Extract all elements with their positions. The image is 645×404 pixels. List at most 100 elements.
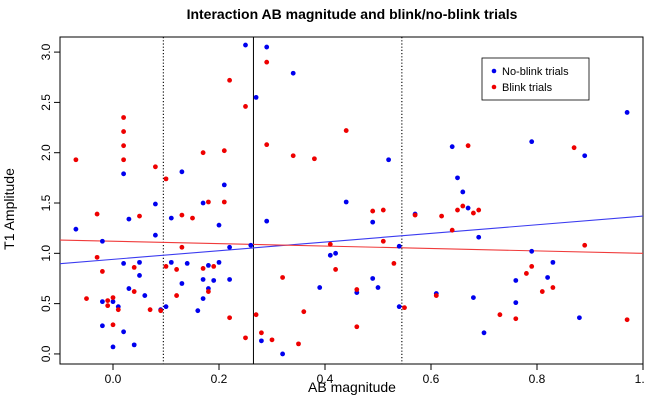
no-blink-point — [184, 260, 190, 266]
no-blink-point — [211, 278, 217, 283]
legend: No-blink trials Blink trials — [481, 57, 590, 101]
blink-point — [174, 293, 180, 298]
reference-lines — [162, 37, 403, 364]
no-blink-point — [110, 344, 116, 350]
blink-point — [147, 307, 153, 313]
blink-point — [153, 164, 158, 170]
no-blink-point — [386, 157, 391, 163]
no-blink-point — [200, 200, 206, 206]
no-blink-point — [370, 219, 376, 225]
blink-point — [253, 312, 259, 318]
no-blink-point — [343, 199, 349, 205]
blink-point — [105, 303, 111, 309]
no-blink-point — [100, 323, 105, 329]
blink-point — [333, 267, 338, 272]
no-blink-point — [168, 215, 174, 221]
legend-label-no-blink: No-blink trials — [502, 66, 569, 78]
y-tick-label: 1.0 — [39, 245, 53, 262]
blink-point — [259, 330, 264, 336]
no-blink-point — [550, 259, 556, 265]
no-blink-point — [216, 222, 222, 228]
no-blink-point — [126, 286, 132, 291]
blink-point — [269, 337, 275, 343]
x-tick-label: 0.8 — [529, 372, 546, 386]
no-blink-point — [179, 169, 185, 175]
no-blink-point — [253, 94, 259, 100]
no-blink-point — [137, 273, 142, 278]
blink-point — [174, 267, 180, 272]
blink-point — [433, 293, 439, 298]
y-tick-label: 1.5 — [39, 194, 53, 211]
no-blink-point — [529, 248, 535, 254]
no-blink-point — [290, 70, 296, 76]
regression-lines — [59, 215, 644, 265]
no-blink-point — [396, 243, 402, 249]
blink-point — [121, 143, 126, 149]
no-blink-point — [100, 299, 105, 305]
blink-point — [290, 153, 296, 159]
blink-point — [121, 157, 126, 163]
blink-point — [460, 203, 466, 209]
blink-point — [312, 156, 317, 162]
x-tick-label: 0.4 — [317, 372, 334, 386]
no-blink-point — [227, 277, 233, 282]
blink-point — [476, 207, 482, 213]
blink-point — [264, 59, 270, 65]
blink-point — [158, 308, 164, 314]
blink-point — [380, 207, 386, 213]
no-blink-point — [449, 144, 455, 150]
blink-point — [163, 264, 169, 269]
blink-point — [354, 324, 360, 330]
blink-point — [200, 266, 206, 271]
blink-point — [243, 104, 248, 109]
legend-label-blink: Blink trials — [502, 82, 553, 94]
no-blink-point — [582, 153, 588, 159]
y-tick-label: 0.5 — [39, 295, 53, 312]
blink-point — [455, 207, 460, 213]
no-blink-point — [370, 276, 376, 281]
legend-marker-blink — [491, 84, 497, 90]
no-blink-point — [163, 304, 169, 310]
blink-point — [121, 129, 126, 134]
no-blink-point — [100, 238, 105, 244]
x-tick-label: 0.2 — [211, 372, 228, 386]
no-blink-point — [455, 175, 460, 181]
blink-point — [471, 210, 476, 216]
blink-point — [94, 211, 100, 217]
no-blink-point — [126, 216, 132, 222]
no-blink-point — [221, 182, 227, 188]
blink-point — [110, 295, 116, 300]
no-blink-point — [195, 308, 201, 314]
no-blink-point — [333, 250, 338, 256]
y-tick-label: 2.5 — [39, 94, 53, 111]
blink-fit-line — [59, 239, 644, 254]
x-axis: 0.0 0.2 0.4 0.6 0.8 1.0 — [105, 364, 645, 386]
blink-point — [190, 215, 195, 221]
no-blink-point — [460, 189, 466, 195]
no-blink-point — [153, 232, 158, 238]
no-blink-point — [200, 277, 206, 282]
no-blink-point — [264, 44, 270, 50]
blink-point — [227, 77, 233, 83]
no-blink-point — [248, 242, 254, 248]
no-blink-point — [624, 110, 630, 115]
blink-point — [243, 335, 248, 341]
blink-point — [449, 227, 455, 233]
no-blink-point — [481, 330, 487, 336]
blink-point — [301, 309, 307, 315]
y-tick-label: 3.0 — [39, 43, 53, 60]
no-blink-point — [121, 329, 126, 335]
no-blink-point — [317, 285, 323, 290]
no-blink-point — [200, 296, 206, 301]
blink-point — [412, 212, 418, 218]
legend-marker-no-blink — [491, 68, 497, 74]
blink-point — [131, 289, 137, 294]
blink-point — [94, 254, 100, 260]
blink-point — [137, 213, 142, 219]
y-tick-label: 0.0 — [39, 345, 53, 362]
blink-point — [206, 199, 211, 205]
no-blink-point — [476, 234, 482, 240]
no-blink-point — [227, 244, 233, 250]
blink-point — [529, 264, 535, 269]
